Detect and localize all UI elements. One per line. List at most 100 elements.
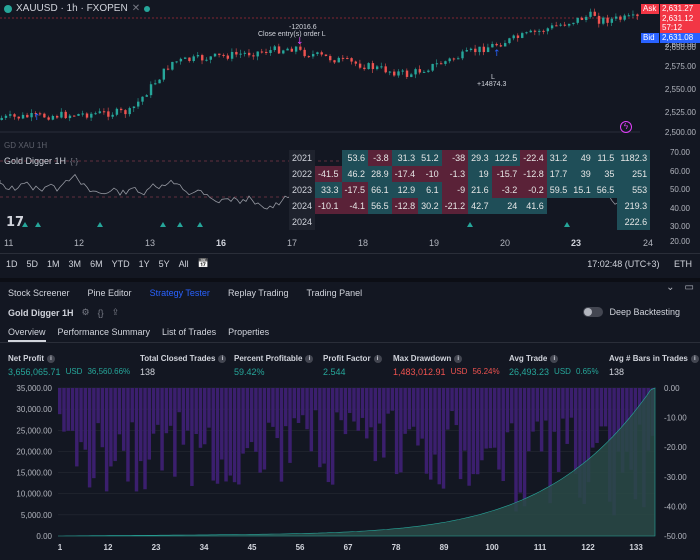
collapse-icon[interactable]: ⌄ <box>666 282 675 293</box>
sub-tab-properties[interactable]: Properties <box>228 327 270 337</box>
year-cell: 2022 <box>289 166 316 182</box>
bottom-tab-pine-editor[interactable]: Pine Editor <box>87 288 132 298</box>
indicator-title[interactable]: Gold Digger 1H <box>4 156 67 166</box>
candle <box>179 58 183 62</box>
export-icon[interactable]: ⇪ <box>111 307 120 317</box>
candle <box>239 53 242 55</box>
drawdown-bar <box>266 388 271 423</box>
candle <box>614 16 618 19</box>
drawdown-bar <box>96 388 100 424</box>
info-icon[interactable]: i <box>454 354 463 363</box>
info-icon[interactable]: i <box>305 354 314 363</box>
performance-chart[interactable]: 35,000.0030,000.0025,000.0020,000.0015,0… <box>0 380 700 560</box>
toggle-switch[interactable] <box>583 307 604 317</box>
month-return-cell: 31.2 <box>546 150 571 166</box>
candle <box>414 69 417 75</box>
calendar-icon[interactable]: 📅 <box>197 258 209 268</box>
month-return-cell: -1.3 <box>441 166 469 182</box>
info-icon[interactable]: i <box>218 354 227 363</box>
drawdown-bar <box>360 388 365 418</box>
drawdown-bar <box>548 388 552 504</box>
bottom-tab-strategy-tester[interactable]: Strategy Tester <box>149 288 210 298</box>
metric-value: 26,493.23 <box>509 367 550 377</box>
metric-value: 1,483,012.91 <box>393 367 446 377</box>
range-button-5y[interactable]: 5Y <box>158 258 170 269</box>
left-axis-tick: 20,000.00 <box>16 447 52 456</box>
drawdown-bar <box>433 388 437 455</box>
range-button-all[interactable]: All <box>178 258 189 269</box>
symbol-bar[interactable]: XAUUSD · 1h · FXOPEN ✕ <box>4 3 151 14</box>
info-icon[interactable]: i <box>690 354 699 363</box>
month-return-cell: -3.2 <box>491 182 521 198</box>
candle <box>196 55 200 57</box>
price-axis-label: 2,550.00 <box>664 85 696 94</box>
range-button-1d[interactable]: 1D <box>6 258 18 269</box>
candle <box>503 43 507 47</box>
drawdown-bar <box>480 388 484 461</box>
maximize-icon[interactable]: ▭ <box>684 282 694 293</box>
bottom-tab-stock-screener[interactable]: Stock Screener <box>8 288 70 298</box>
drawdown-bar <box>177 388 181 413</box>
month-return-cell: -9 <box>441 182 469 198</box>
candle <box>418 69 422 73</box>
month-return-cell: -17.5 <box>341 182 369 198</box>
metric-net-profit: Net Profit i 3,656,065.71 USD 36,560.66% <box>8 354 130 377</box>
info-icon[interactable]: i <box>47 354 55 363</box>
candle <box>269 50 272 54</box>
candle <box>465 50 468 52</box>
info-icon[interactable]: i <box>373 354 382 363</box>
candle <box>341 57 345 59</box>
time-axis-label: 17 <box>287 238 298 248</box>
bottom-panel-tabs: Stock Screener Pine Editor Strategy Tester… <box>0 278 700 300</box>
range-button-3m[interactable]: 3M <box>68 258 82 269</box>
sub-tab-overview[interactable]: Overview <box>8 327 46 342</box>
range-button-1m[interactable]: 1M <box>47 258 60 269</box>
strategy-settings-icon[interactable]: ⚙ <box>81 307 90 317</box>
drawdown-bar <box>143 388 147 490</box>
indicator-settings-icon[interactable]: {◦} <box>70 156 79 166</box>
clock-time[interactable]: 17:02:48 (UTC+3) <box>587 259 660 269</box>
drawdown-bar <box>160 388 164 471</box>
candle <box>43 113 46 118</box>
candle <box>128 108 131 115</box>
candle <box>363 67 366 70</box>
strategy-name[interactable]: Gold Digger 1H <box>8 307 74 318</box>
candle <box>486 47 490 53</box>
range-button-6m[interactable]: 6M <box>90 258 103 269</box>
month-return-cell: 15.1 <box>570 182 594 198</box>
sub-tab-performance-summary[interactable]: Performance Summary <box>57 327 151 337</box>
strategy-source-icon[interactable]: {} <box>97 307 104 318</box>
bottom-tab-replay-trading[interactable]: Replay Trading <box>227 288 289 298</box>
candle <box>124 110 127 115</box>
drawdown-bar <box>83 388 88 450</box>
candle <box>585 16 588 20</box>
candle <box>401 70 404 72</box>
right-axis-tick: -30.00 <box>664 473 687 482</box>
deep-backtesting-toggle[interactable]: Deep Backtesting <box>583 307 680 317</box>
bottom-tab-trading-panel[interactable]: Trading Panel <box>306 288 363 298</box>
drawdown-bar <box>237 388 241 485</box>
clock-readout[interactable]: 17:02:48 (UTC+3) ETH <box>587 259 692 269</box>
drawdown-bar <box>190 388 194 486</box>
range-button-5d[interactable]: 5D <box>26 258 39 269</box>
range-button-ytd[interactable]: YTD <box>111 258 130 269</box>
drawdown-bar <box>441 388 446 489</box>
bid-price-tag: 2,631.08 <box>660 33 700 43</box>
candle <box>597 15 601 24</box>
close-icon[interactable]: ✕ <box>131 3 141 14</box>
indicator-title-bar[interactable]: Gold Digger 1H {◦} <box>4 156 78 166</box>
flash-icon[interactable]: ϟ <box>620 121 632 133</box>
month-return-cell <box>342 214 369 230</box>
trade-marker-icon: ↑ <box>33 113 41 123</box>
candle <box>307 56 311 58</box>
candle <box>508 38 511 44</box>
session-label[interactable]: ETH <box>674 259 692 269</box>
candle <box>218 53 221 55</box>
info-icon[interactable]: i <box>550 354 559 363</box>
drawdown-bar <box>552 388 557 432</box>
range-button-1y[interactable]: 1Y <box>138 258 150 269</box>
drawdown-bar <box>121 388 126 451</box>
sub-tab-list-of-trades[interactable]: List of Trades <box>162 327 217 337</box>
symbol-name[interactable]: XAUUSD · 1h · FXOPEN <box>16 3 128 14</box>
main-price-chart[interactable]: ↑ ↓ ↑ <box>0 0 700 140</box>
